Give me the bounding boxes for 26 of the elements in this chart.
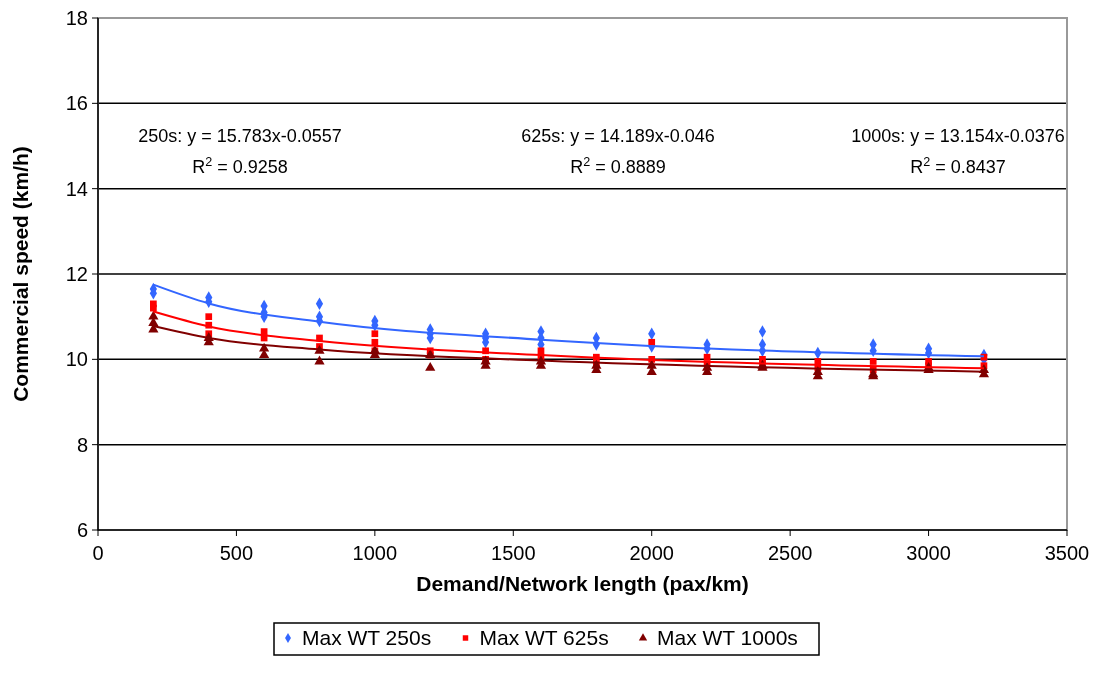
annotation: R$^{2}$ = 0.8437 [910,155,1006,177]
y-tick-label: 6 [76,519,88,541]
x-tick-label: 1000 [352,542,398,564]
x-axis-title: Demand/Network length (pax/km) [416,572,749,595]
annotation: R$^{2}$ = 0.8889 [570,155,666,177]
y-tick-label: 16 [65,92,88,115]
annotation: 250s: y = 15.783x-0.0557 [138,126,342,146]
x-tick-label: 500 [219,542,254,564]
legend-label: Max WT 1000s [657,626,798,650]
x-tick-label: 2000 [629,542,674,564]
annotation: 625s: y = 14.189x-0.046 [521,126,715,146]
x-tick-label: 2500 [767,542,813,564]
legend-label: Max WT 250s [302,626,432,650]
y-tick-label: 14 [65,177,88,200]
x-tick-label: 0 [92,542,104,564]
y-tick-label: 18 [65,7,88,29]
y-tick-label: 12 [65,263,88,285]
y-tick-label: 10 [65,348,88,371]
y-axis-title: Commercial speed (km/h) [9,146,32,402]
y-tick-label: 8 [76,433,88,456]
annotation: 1000s: y = 13.154x-0.0376 [851,126,1065,146]
x-tick-label: 3500 [1044,542,1090,564]
annotation: R$^{2}$ = 0.9258 [192,155,288,177]
legend-label: Max WT 625s [479,626,609,650]
x-tick-label: 1500 [491,542,536,564]
x-tick-label: 3000 [906,542,951,564]
